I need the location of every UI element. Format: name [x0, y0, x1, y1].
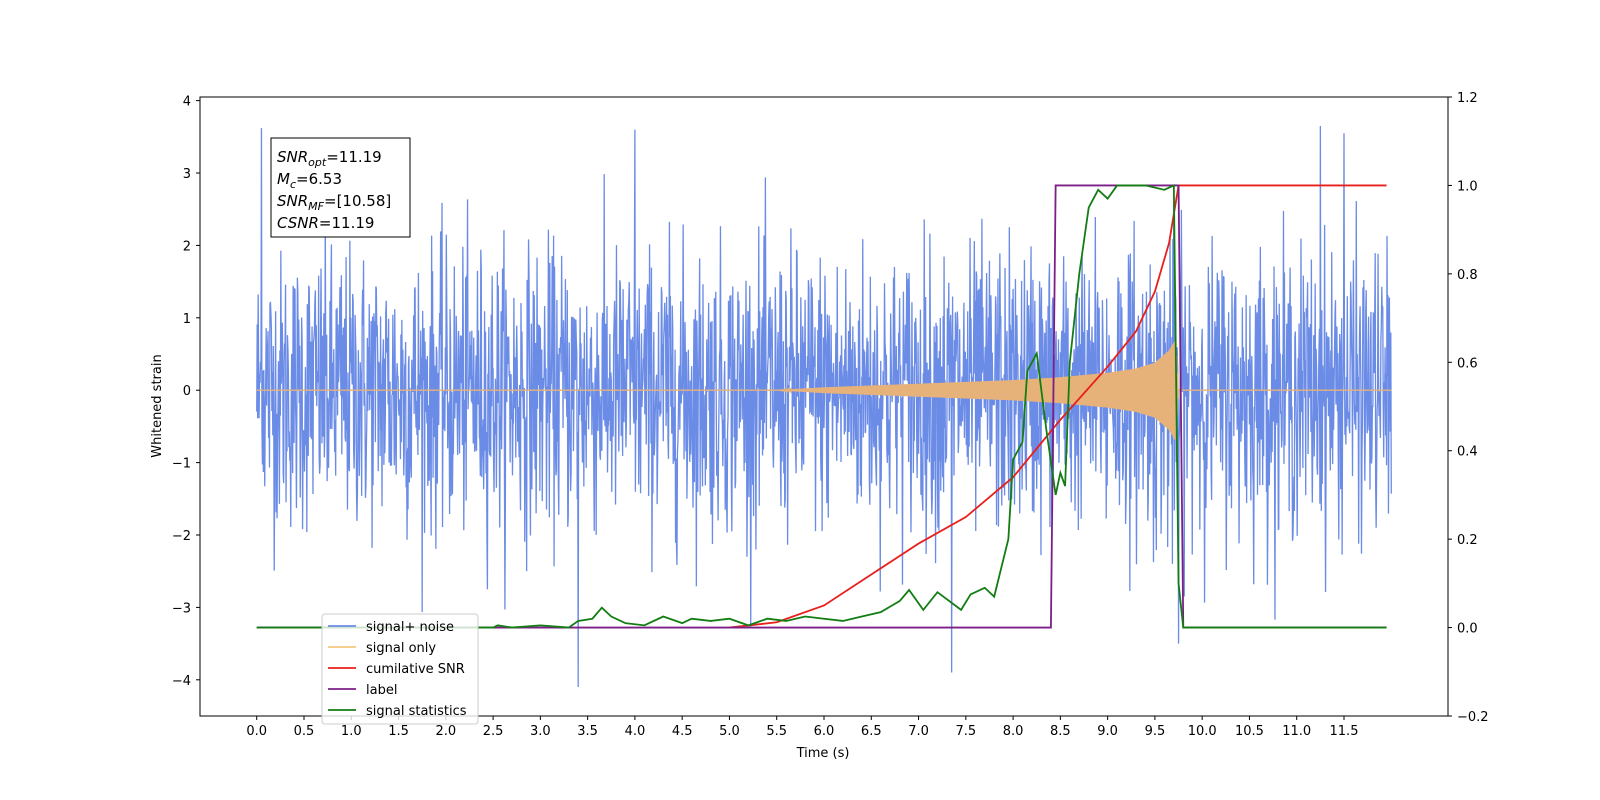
x-tick-label: 9.5 [1145, 724, 1166, 739]
y-tick-label: 0 [183, 384, 191, 399]
stats-annotation-box: SNRopt=11.19Mc=6.53SNRMF=[10.58]CSNR=11.… [270, 137, 411, 238]
y-tick-label: −2 [172, 529, 191, 544]
y-tick-label: 3 [183, 167, 191, 182]
x-tick-label: 5.5 [766, 724, 787, 739]
x-tick-label: 1.0 [341, 724, 362, 739]
x-tick-label: 9.0 [1097, 724, 1118, 739]
legend-label: signal statistics [366, 704, 467, 719]
series-layer [256, 125, 1392, 688]
y-tick-label: 4 [183, 95, 191, 110]
x-tick-label: 7.0 [908, 724, 929, 739]
series-signal-plus-noise [256, 125, 1392, 688]
legend-label: signal only [366, 641, 436, 656]
x-tick-label: 1.5 [388, 724, 409, 739]
y2-tick-label: 0.4 [1457, 445, 1478, 460]
legend-label: signal+ noise [366, 620, 454, 635]
stats-line: SNRopt=11.19 [277, 148, 382, 169]
x-tick-label: 3.0 [530, 724, 551, 739]
x-tick-label: 6.0 [814, 724, 835, 739]
y-tick-label: −1 [172, 457, 191, 472]
x-tick-label: 5.0 [719, 724, 740, 739]
legend-frame [321, 613, 479, 725]
x-tick-label: 0.0 [246, 724, 267, 739]
y2-tick-label: 0.0 [1457, 622, 1478, 637]
y2-tick-label: 0.2 [1457, 533, 1478, 548]
y-tick-label: −3 [172, 601, 191, 616]
x-tick-label: 0.5 [294, 724, 315, 739]
x-tick-label: 10.0 [1188, 724, 1217, 739]
x-tick-label: 6.5 [861, 724, 882, 739]
stats-line: CSNR=11.19 [277, 214, 374, 232]
y-axis-right: −0.2 0.0 0.2 0.4 0.6 0.8 1.0 1.2 [1448, 91, 1489, 725]
series-cumilative-snr [729, 184, 1387, 629]
x-axis-label: Time (s) [796, 746, 850, 761]
y-tick-label: 2 [183, 239, 191, 254]
stats-line: SNRMF=[10.58] [277, 192, 391, 213]
x-tick-label: 4.0 [625, 724, 646, 739]
y-tick-label: −4 [172, 674, 191, 689]
y2-tick-label: 0.8 [1457, 268, 1478, 283]
x-tick-label: 7.5 [955, 724, 976, 739]
x-tick-label: 8.0 [1003, 724, 1024, 739]
x-axis: 0.0 0.5 1.0 1.5 2.0 2.5 3.0 3.5 4.0 4.5 5.0 5.5 6.0 6… [246, 716, 1358, 739]
y-axis-label: Whitened strain [150, 354, 165, 457]
y2-tick-label: 0.6 [1457, 356, 1478, 371]
y2-tick-label: −0.2 [1457, 710, 1489, 725]
x-tick-label: 10.5 [1235, 724, 1264, 739]
series-signal-only [256, 339, 1392, 441]
x-tick-label: 4.5 [672, 724, 693, 739]
stats-box-frame [270, 137, 411, 238]
legend-label: cumilative SNR [366, 662, 465, 677]
x-tick-label: 11.0 [1282, 724, 1311, 739]
x-tick-label: 8.5 [1050, 724, 1071, 739]
stats-line: Mc=6.53 [277, 170, 342, 191]
legend: signal+ noise signal only cumilative SNR la… [321, 613, 479, 725]
y2-tick-label: 1.2 [1457, 91, 1478, 106]
y-axis-left: −4 −3 −2 −1 0 1 2 3 4 [172, 95, 200, 689]
y2-tick-label: 1.0 [1457, 179, 1478, 194]
x-tick-label: 3.5 [577, 724, 598, 739]
x-tick-label: 11.5 [1330, 724, 1359, 739]
x-tick-label: 2.5 [483, 724, 504, 739]
legend-label: label [366, 683, 397, 698]
x-tick-label: 2.0 [435, 724, 456, 739]
y-tick-label: 1 [183, 312, 191, 327]
series-signal-statistics [256, 184, 1387, 629]
